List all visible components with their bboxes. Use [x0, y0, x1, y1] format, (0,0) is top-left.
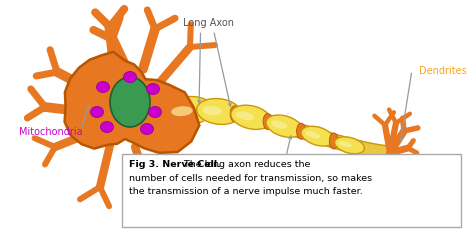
Ellipse shape	[197, 98, 241, 124]
Text: Long Axon: Long Axon	[183, 18, 234, 28]
Ellipse shape	[301, 126, 334, 146]
Polygon shape	[64, 52, 200, 153]
Ellipse shape	[110, 77, 150, 127]
Ellipse shape	[148, 106, 162, 118]
Ellipse shape	[266, 115, 302, 137]
Ellipse shape	[100, 121, 113, 133]
Text: Myelin Sheath: Myelin Sheath	[231, 183, 300, 193]
Ellipse shape	[335, 137, 365, 154]
Ellipse shape	[329, 133, 338, 149]
Ellipse shape	[230, 106, 239, 122]
Ellipse shape	[124, 71, 137, 82]
Ellipse shape	[338, 141, 352, 147]
Ellipse shape	[165, 97, 213, 125]
Ellipse shape	[231, 105, 271, 129]
Text: Mitochondria: Mitochondria	[19, 127, 82, 137]
Ellipse shape	[236, 111, 254, 120]
Ellipse shape	[91, 106, 103, 118]
Ellipse shape	[297, 123, 306, 139]
Ellipse shape	[263, 114, 272, 129]
Ellipse shape	[146, 83, 159, 94]
Text: Dendrites: Dendrites	[419, 66, 467, 75]
Ellipse shape	[305, 131, 320, 138]
Text: the transmission of a nerve impulse much faster.: the transmission of a nerve impulse much…	[129, 187, 363, 196]
Text: The long axon reduces the: The long axon reduces the	[181, 160, 310, 169]
Ellipse shape	[171, 106, 192, 116]
Text: number of cells needed for transmission, so makes: number of cells needed for transmission,…	[129, 174, 373, 183]
Text: Fig 3. Nerve Cell.: Fig 3. Nerve Cell.	[129, 160, 221, 169]
Ellipse shape	[271, 120, 287, 129]
Ellipse shape	[97, 82, 109, 93]
Ellipse shape	[202, 106, 222, 115]
Ellipse shape	[140, 124, 154, 134]
Ellipse shape	[199, 102, 208, 118]
FancyBboxPatch shape	[122, 154, 461, 227]
